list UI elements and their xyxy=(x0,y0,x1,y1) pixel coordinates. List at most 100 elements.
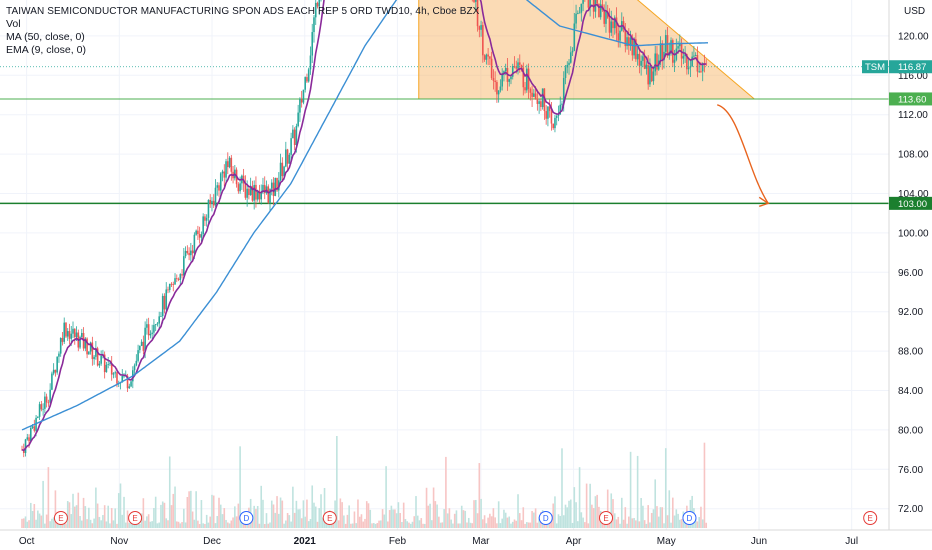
candle-body xyxy=(72,328,74,334)
candle-body xyxy=(522,67,525,88)
candle-body xyxy=(89,342,92,352)
volume-bar xyxy=(489,513,491,528)
candle-body xyxy=(174,278,176,285)
volume-bar xyxy=(314,506,317,528)
ma-indicator-label[interactable]: MA (50, close, 0) xyxy=(6,31,85,43)
candle-body xyxy=(153,325,155,333)
volume-bar xyxy=(232,517,234,528)
candle-body xyxy=(573,23,576,51)
candle-body xyxy=(482,25,484,56)
candle-body xyxy=(197,230,199,235)
volume-indicator-label[interactable]: Vol xyxy=(6,18,21,30)
volume-bar xyxy=(652,509,655,528)
candle-body xyxy=(677,46,679,49)
price-axis[interactable]: 72.00 76.00 80.00 84.00 88.00 92.00 96.00 100.0… xyxy=(898,0,929,515)
volume-bar xyxy=(290,521,292,528)
volume-bar xyxy=(300,518,303,528)
ema-indicator-label[interactable]: EMA (9, close, 0) xyxy=(6,44,86,56)
candle-body xyxy=(211,200,213,204)
volume-bar xyxy=(332,522,335,528)
candle-body xyxy=(489,56,491,59)
volume-bar xyxy=(561,448,563,528)
volume-bar xyxy=(680,519,683,528)
candle-body xyxy=(569,52,572,63)
candle-body xyxy=(274,177,277,196)
candle-body xyxy=(66,331,69,337)
volume-bar xyxy=(351,523,354,528)
volume-bar xyxy=(420,518,423,528)
volume-bar xyxy=(559,515,562,528)
candle-body xyxy=(84,338,87,349)
arrow-curve xyxy=(717,104,769,204)
candle-body xyxy=(214,187,217,206)
volume-bar xyxy=(253,505,255,528)
volume-bar xyxy=(582,517,584,528)
volume-bar xyxy=(508,516,511,528)
volume-bar xyxy=(584,522,586,528)
volume-bar xyxy=(79,516,81,528)
candle-body xyxy=(490,58,493,79)
support-levels[interactable] xyxy=(0,98,889,205)
volume-bar xyxy=(526,522,528,528)
volume-bar xyxy=(467,517,470,528)
volume-bar xyxy=(197,520,199,528)
volume-bar xyxy=(557,514,560,528)
candle-body xyxy=(103,354,106,373)
volume-bar xyxy=(103,505,106,528)
candle-body xyxy=(146,324,148,328)
volume-bar xyxy=(499,523,502,528)
time-axis[interactable]: OctNovDec2021FebMarAprMayJunJulAug xyxy=(19,536,932,547)
volume-bar xyxy=(645,523,648,528)
currency-label[interactable]: USD xyxy=(904,6,926,17)
time-tick-label: Oct xyxy=(19,536,35,547)
volume-bar xyxy=(158,522,160,528)
symbol-title[interactable]: TAIWAN SEMICONDUCTOR MANUFACTURING SPON … xyxy=(6,6,480,17)
volume-bar xyxy=(383,514,386,528)
volume-bar xyxy=(649,522,651,528)
candle-body xyxy=(496,82,498,95)
candle-body xyxy=(518,62,521,65)
volume-bar xyxy=(482,519,484,528)
symbol-badge xyxy=(862,60,888,74)
time-tick-label: May xyxy=(657,536,676,547)
volume-bar xyxy=(432,487,435,528)
volume-bar xyxy=(323,487,326,528)
volume-bar xyxy=(42,480,44,528)
volume-bar xyxy=(666,515,669,528)
candle-body xyxy=(645,64,648,69)
volume-bar xyxy=(223,508,226,528)
volume-bar xyxy=(65,523,67,528)
volume-bar xyxy=(587,523,590,528)
candle-body xyxy=(302,89,305,103)
volume-bar xyxy=(100,520,102,528)
candle-body xyxy=(571,50,574,53)
candle-body xyxy=(540,101,542,108)
volume-bar xyxy=(399,513,401,528)
candle-body xyxy=(286,149,289,164)
candle-body xyxy=(666,35,669,56)
projection-arrow[interactable] xyxy=(717,104,770,208)
candle-body xyxy=(476,0,479,27)
volume-bar xyxy=(146,516,148,528)
candle-body xyxy=(276,177,278,191)
event-marker-label: E xyxy=(868,514,873,523)
candle-body xyxy=(154,324,157,326)
volume-bar xyxy=(219,504,222,528)
volume-bar xyxy=(409,523,412,528)
volume-bar xyxy=(455,510,458,528)
volume-bar xyxy=(372,523,375,528)
candle-body xyxy=(195,230,197,235)
volume-bar xyxy=(663,523,665,528)
candle-body xyxy=(483,55,486,60)
time-tick-label: 2021 xyxy=(294,536,317,547)
candle-body xyxy=(545,111,547,119)
volume-bar xyxy=(596,494,598,528)
volume-bar xyxy=(288,515,291,528)
volume-bar xyxy=(114,508,117,528)
candle-body xyxy=(142,341,145,351)
volume-bar xyxy=(156,523,159,528)
volume-bar xyxy=(631,518,634,528)
price-badges: TSM 116.87 113.60 103.00 xyxy=(0,60,932,210)
